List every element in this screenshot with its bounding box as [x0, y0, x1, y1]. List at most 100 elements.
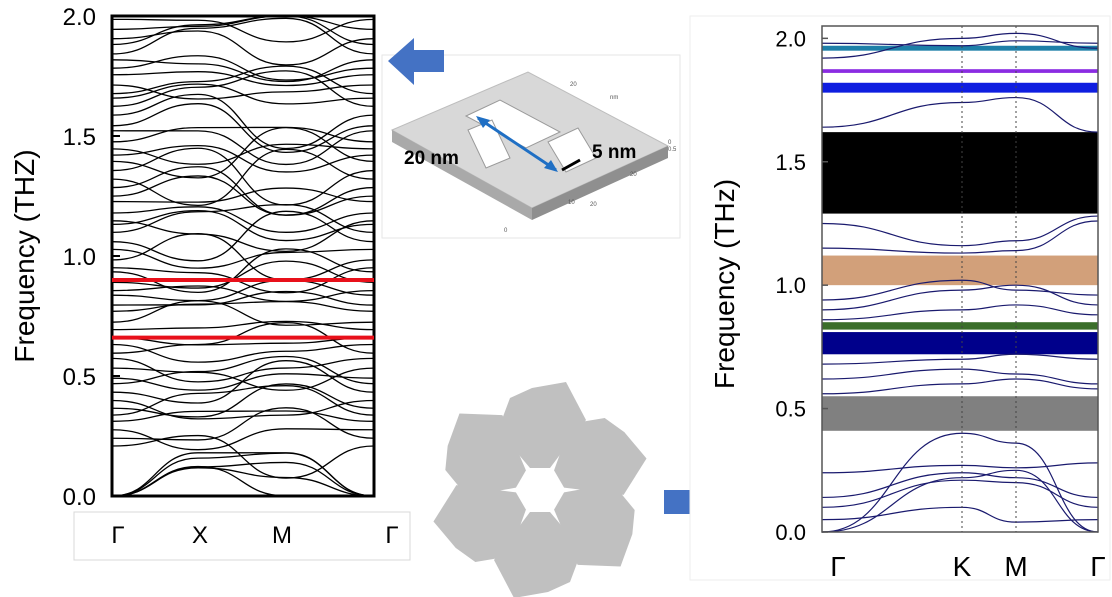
band-curve — [821, 32, 1099, 59]
inset-axis-tick: nm — [610, 95, 618, 101]
right-plot-frame — [821, 25, 1099, 533]
rotor-structure-icon — [433, 382, 647, 597]
right-band-gaps — [822, 45, 1098, 431]
plate-front-face — [392, 130, 532, 220]
x-tick-label: Γ — [385, 522, 398, 549]
band-curve — [111, 143, 375, 165]
band-gap-rect — [822, 69, 1098, 73]
band-curve — [111, 93, 375, 150]
dimension-short-label: 5 nm — [592, 142, 636, 163]
y-tick-label: 2.0 — [63, 4, 96, 31]
left-band-chart: 0.0 0.5 1.0 1.5 2.0 Frequency (THZ) Γ X M Γ — [9, 4, 411, 561]
band-gap-rect — [822, 45, 1098, 51]
band-curve — [111, 373, 375, 391]
band-curve — [111, 83, 375, 105]
band-curve — [111, 399, 375, 420]
x-tick-label: X — [192, 522, 208, 549]
band-curve — [111, 175, 375, 216]
x-tick-label: M — [272, 522, 292, 549]
x-tick-label: Γ — [1090, 551, 1105, 582]
left-y-axis-label: Frequency (THZ) — [9, 149, 40, 362]
dimension-short-arrow — [561, 158, 581, 172]
y-tick-label: 1.0 — [63, 244, 96, 271]
x-tick-label: Γ — [111, 522, 124, 549]
x-tick-label: K — [953, 551, 972, 582]
band-curve — [111, 290, 375, 306]
band-curve — [111, 410, 375, 422]
left-band-curves — [111, 15, 375, 497]
rotor-arm — [433, 485, 526, 562]
rotor-arm — [445, 413, 526, 497]
right-y-ticks: 0.0 0.5 1.0 1.5 2.0 — [775, 26, 828, 545]
inset-axis-tick: 0.5 — [668, 147, 677, 153]
rotor-blade — [554, 418, 647, 495]
band-curve — [111, 15, 375, 31]
rotor-blade — [433, 485, 526, 562]
band-curve — [111, 355, 375, 385]
band-curve — [111, 452, 375, 497]
plate-right-face — [532, 146, 668, 220]
band-curve — [821, 368, 1099, 385]
band-curve — [821, 469, 1099, 533]
band-curve — [111, 71, 375, 87]
band-curve — [111, 357, 375, 383]
band-curve — [111, 285, 375, 303]
band-curve — [821, 215, 1099, 247]
band-curve — [111, 220, 375, 253]
band-curve — [111, 337, 375, 346]
band-curve — [111, 17, 375, 55]
band-curve — [821, 40, 1099, 47]
band-curve — [111, 103, 375, 154]
left-highlight-lines — [112, 278, 374, 340]
band-curve — [111, 209, 375, 242]
band-curve — [111, 59, 375, 83]
band-curve — [821, 506, 1099, 523]
band-curve — [821, 472, 1099, 499]
dimension-long-arrowhead-b — [544, 160, 558, 172]
band-curve — [821, 96, 1099, 133]
inset-axis-tick: 20 — [590, 202, 597, 208]
inset-axis-tick: 10 — [568, 200, 575, 206]
y-tick-label: 0.0 — [63, 484, 96, 511]
right-y-axis-label: Frequency (THz) — [709, 179, 740, 389]
band-curve — [821, 279, 1099, 301]
unit-cell-inset: 20 nm 5 nm 20 nm 0 0.5 20 10 20 0 — [381, 54, 681, 239]
arrow-left-icon — [388, 38, 444, 85]
dimension-long-arrow — [477, 116, 557, 172]
x-tick-label: Γ — [830, 551, 845, 582]
x-tick-label: M — [1004, 551, 1027, 582]
band-curve — [111, 145, 375, 173]
band-curve — [821, 378, 1099, 395]
band-curve — [111, 233, 375, 281]
right-band-chart: 0.0 0.5 1.0 1.5 2.0 Frequency (THz) Γ K M Γ — [689, 15, 1111, 582]
band-curve — [111, 260, 375, 289]
band-gap-rect — [822, 132, 1098, 214]
band-curve — [111, 385, 375, 416]
band-curve — [111, 320, 375, 331]
y-tick-label: 1.0 — [775, 273, 806, 298]
band-curve — [111, 30, 375, 66]
band-curve — [111, 434, 375, 479]
band-curve — [111, 367, 375, 391]
band-curve — [111, 84, 375, 100]
band-curve — [111, 300, 375, 326]
inset-axis-tick: 20 — [630, 172, 637, 178]
band-curve — [111, 206, 375, 233]
left-y-ticks: 0.0 0.5 1.0 1.5 2.0 — [63, 4, 120, 511]
band-curve — [111, 70, 375, 107]
inset-axis-tick: 0 — [668, 140, 672, 146]
band-gap-rect — [822, 322, 1098, 330]
y-tick-label: 1.5 — [63, 124, 96, 151]
y-tick-label: 1.5 — [775, 150, 806, 175]
band-curve — [111, 166, 375, 216]
y-tick-label: 2.0 — [775, 26, 806, 51]
band-curve — [111, 18, 375, 43]
band-gap-rect — [822, 332, 1098, 355]
y-tick-label: 0.0 — [775, 520, 806, 545]
band-curve — [821, 462, 1099, 474]
band-curve — [111, 279, 375, 302]
band-curve — [111, 204, 375, 234]
